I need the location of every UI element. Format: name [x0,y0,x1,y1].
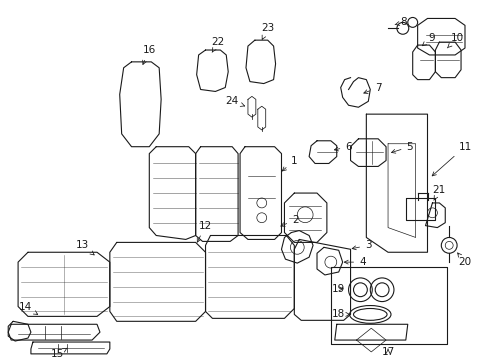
Text: 16: 16 [142,45,156,64]
Text: 13: 13 [76,240,94,255]
Text: 7: 7 [363,82,381,94]
Text: 5: 5 [391,142,412,153]
Text: 4: 4 [344,257,365,267]
Text: 9: 9 [422,33,434,46]
Text: 10: 10 [447,33,463,48]
Text: 23: 23 [261,23,274,39]
Text: 8: 8 [394,17,407,27]
Text: 19: 19 [331,284,345,294]
Text: 1: 1 [282,156,297,171]
Text: 3: 3 [351,240,371,250]
Text: 11: 11 [431,142,470,176]
Text: 22: 22 [211,37,224,52]
Text: 15: 15 [51,348,67,359]
Text: 21: 21 [432,185,445,201]
Text: 14: 14 [19,302,38,314]
Text: 12: 12 [197,221,212,242]
Text: 2: 2 [280,215,298,226]
Text: 20: 20 [457,253,470,267]
Text: 17: 17 [381,347,394,357]
Text: 24: 24 [225,96,244,107]
Text: 6: 6 [334,142,351,152]
Text: 18: 18 [331,309,349,319]
